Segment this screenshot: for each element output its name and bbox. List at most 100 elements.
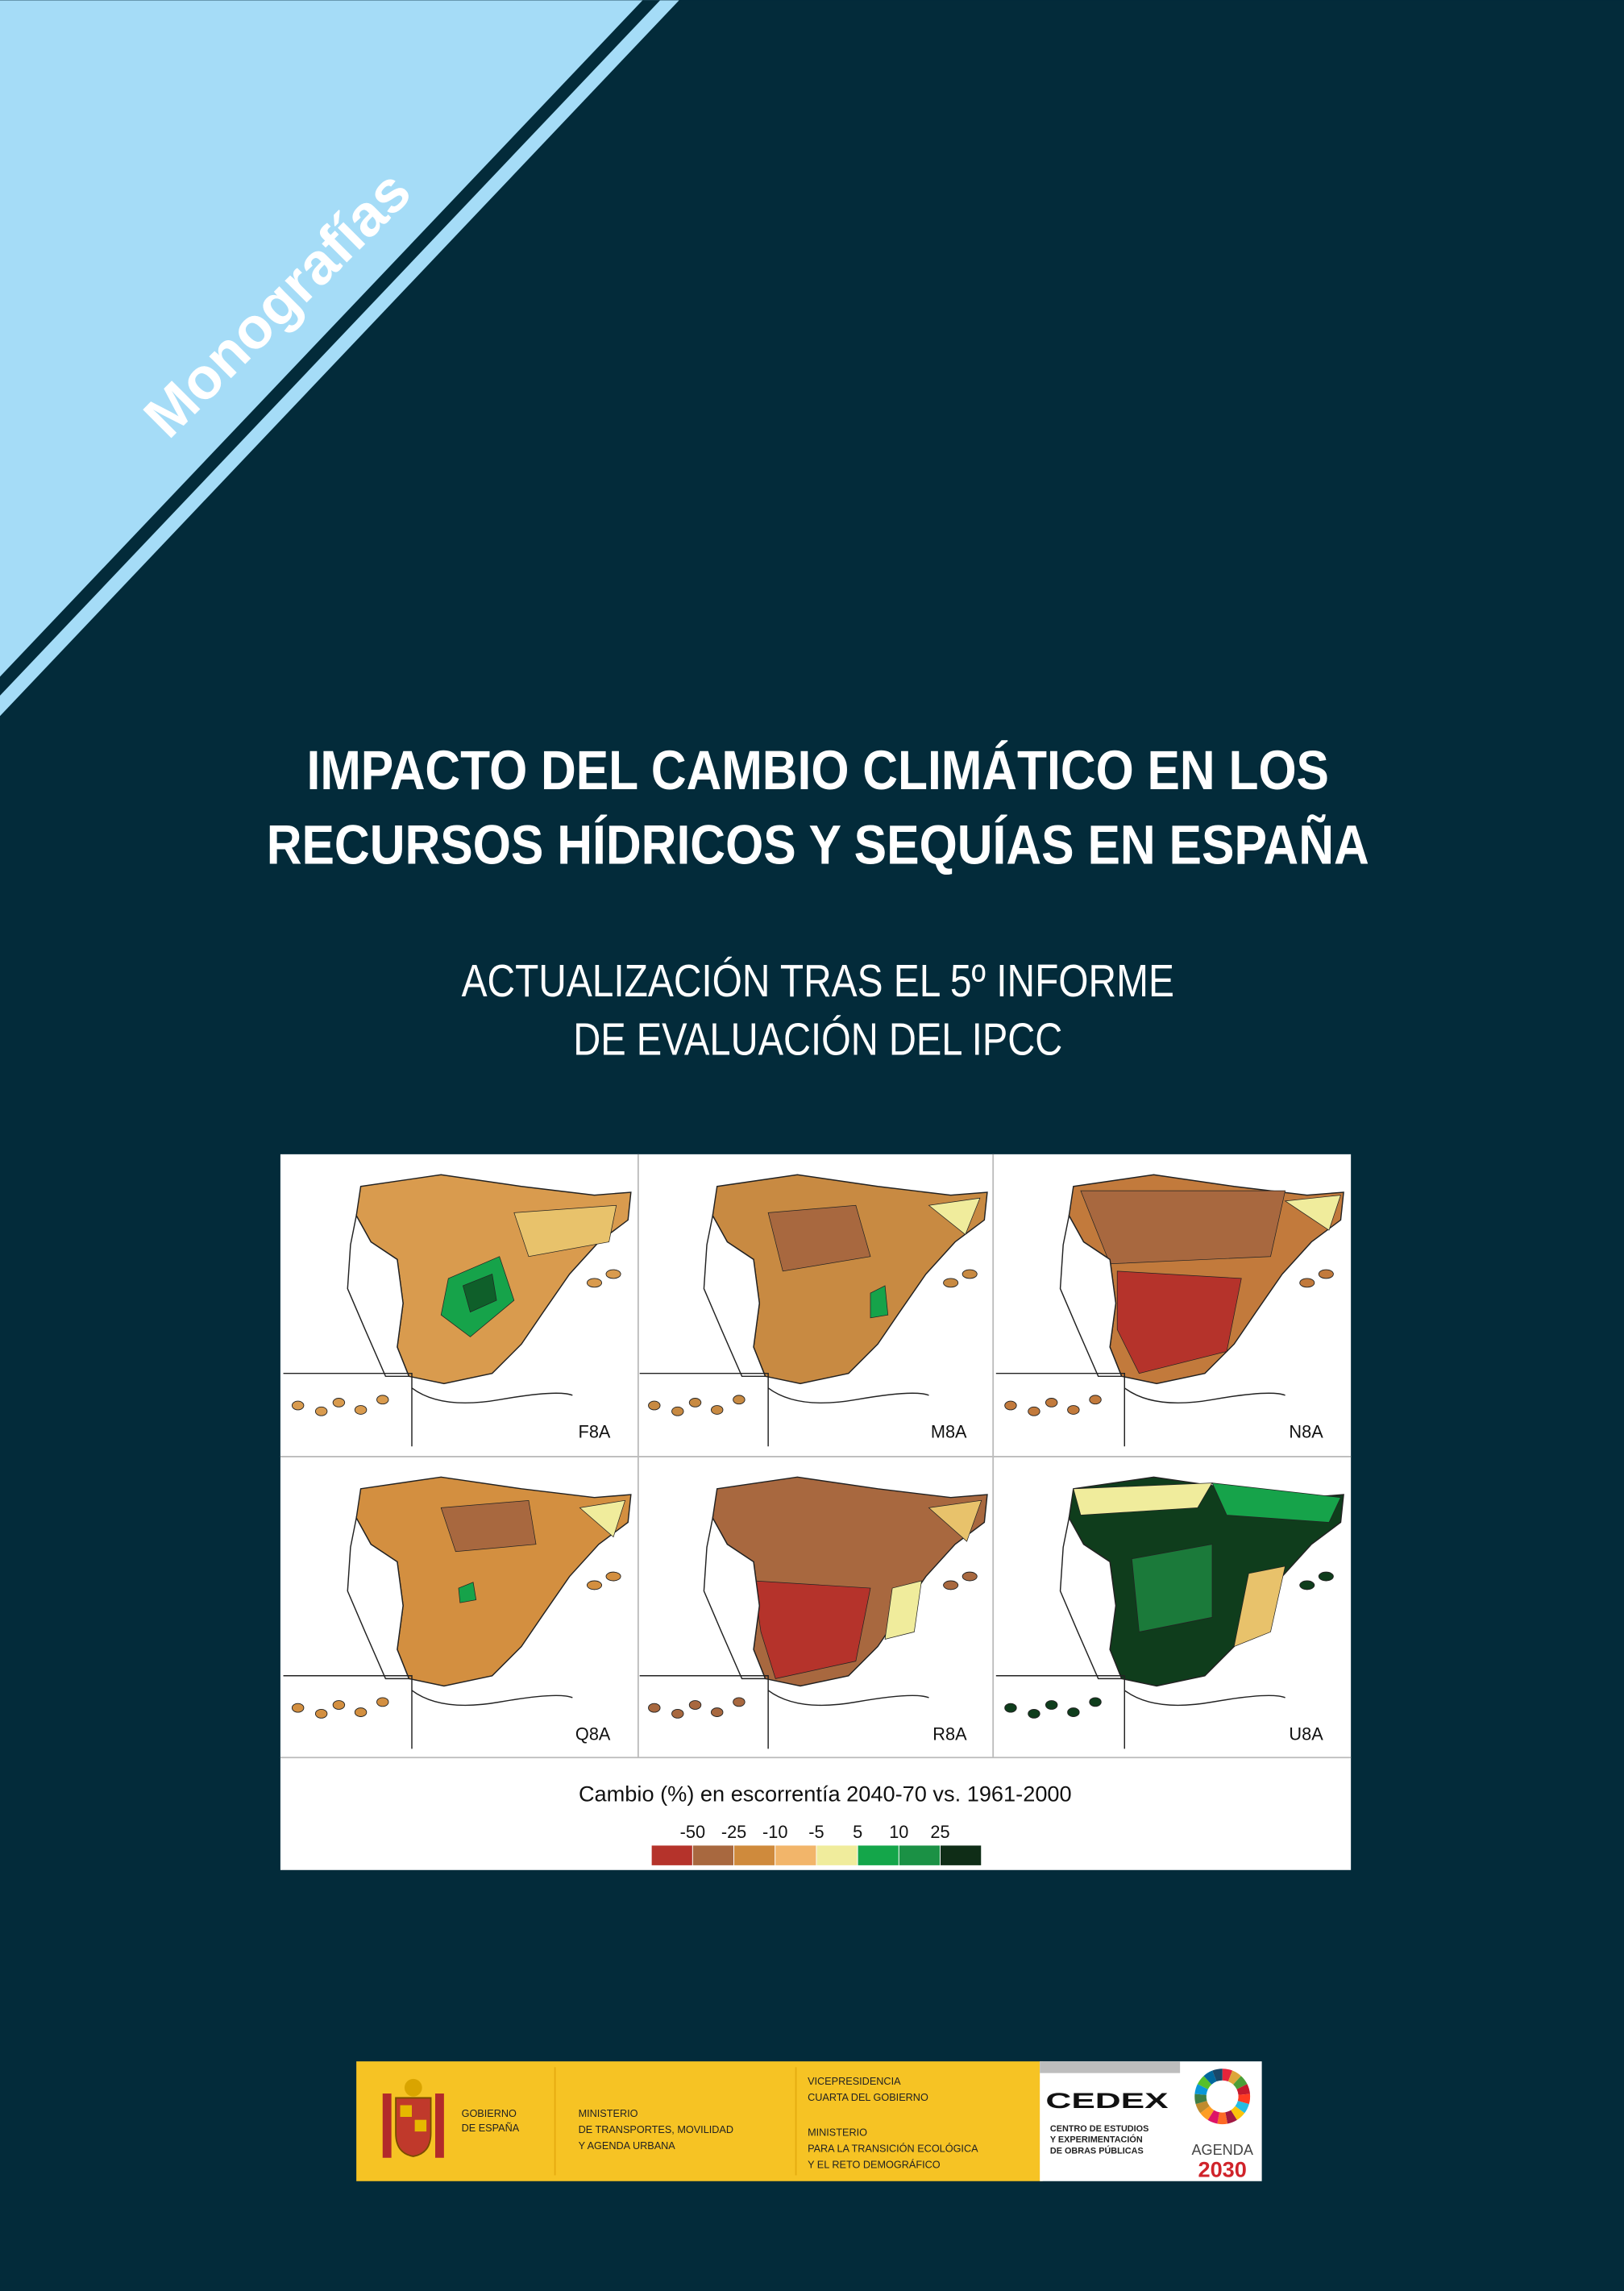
map-island [291, 1703, 305, 1713]
map-island [733, 1697, 746, 1707]
map-panel: M8A [639, 1174, 988, 1447]
map-outline [347, 1516, 410, 1680]
sdg-wheel [1194, 2069, 1251, 2125]
map-island [1299, 1278, 1315, 1288]
wheel-segment [1197, 2076, 1212, 2089]
map-panel: N8A [995, 1174, 1344, 1447]
map-outline [347, 1213, 410, 1378]
legend-tick-label: -25 [721, 1822, 746, 1842]
map-region [1080, 1190, 1286, 1265]
corner-band [0, 0, 679, 717]
corner-stripe [0, 0, 661, 696]
map-coast [411, 1387, 573, 1403]
map-island [1004, 1703, 1017, 1713]
map-region [1233, 1565, 1286, 1648]
wheel-segment [1227, 2070, 1241, 2085]
logo-text: MINISTERIO [579, 2108, 638, 2119]
panel-label: R8A [932, 1724, 967, 1744]
map-coast [1124, 1690, 1285, 1707]
map-region [462, 1273, 497, 1313]
logo-background [356, 2061, 1043, 2181]
map-island [354, 1707, 368, 1717]
agenda-year: 2030 [1198, 2156, 1246, 2181]
wheel-segment [1194, 2084, 1208, 2095]
map-island [605, 1269, 621, 1279]
wheel-segment [1203, 2070, 1217, 2085]
legend-swatch [692, 1844, 735, 1866]
map-inset-frame [995, 1675, 1126, 1749]
map-island [1067, 1707, 1080, 1717]
figure-caption: Cambio (%) en escorrentía 2040-70 vs. 19… [579, 1782, 1072, 1807]
map-island [943, 1580, 959, 1590]
map-coast [767, 1690, 929, 1707]
map-inset-frame [639, 1675, 769, 1749]
map-island [376, 1697, 389, 1707]
panel-label: M8A [931, 1421, 967, 1441]
legend-tick-label: -10 [762, 1822, 787, 1842]
map-region [928, 1499, 982, 1542]
map-island [1028, 1708, 1040, 1719]
logo-text: Y AGENDA URBANA [579, 2140, 676, 2152]
legend-swatch [940, 1844, 982, 1866]
map-island [648, 1400, 661, 1411]
wheel-segment [1237, 2094, 1251, 2105]
map-island [671, 1406, 684, 1416]
map-island [733, 1395, 746, 1405]
legend-tick-label: -5 [808, 1822, 824, 1842]
map-island [314, 1406, 328, 1416]
map-region [1073, 1482, 1213, 1516]
map-region [870, 1285, 889, 1319]
map-coast [1124, 1387, 1285, 1403]
map-island [1067, 1405, 1080, 1415]
map-region [1284, 1195, 1341, 1231]
title-line: RECURSOS HÍDRICOS Y SEQUÍAS EN ESPAÑA [267, 813, 1369, 875]
logo-text: PARA LA TRANSICIÓN ECOLÓGICA [808, 2143, 978, 2155]
map-region [753, 1580, 871, 1679]
map-island [605, 1571, 621, 1582]
map-island [1045, 1398, 1058, 1407]
legend-tick-label: 10 [889, 1822, 908, 1842]
map-region [513, 1204, 617, 1258]
legend-swatch [650, 1844, 693, 1866]
map-region [1211, 1482, 1342, 1523]
map-island [376, 1395, 389, 1405]
subtitle-line: ACTUALIZACIÓN TRAS EL 5º INFORME [462, 955, 1174, 1006]
map-island [586, 1278, 603, 1288]
logo-text: Y EXPERIMENTACIÓN [1050, 2135, 1143, 2145]
map-island [688, 1700, 702, 1710]
logo-text: DE OBRAS PÚBLICAS [1050, 2145, 1144, 2156]
wheel-segment [1194, 2094, 1207, 2105]
map-island [1318, 1571, 1334, 1582]
legend-swatch [898, 1844, 941, 1866]
wheel-segment [1212, 2069, 1223, 2082]
map-island [1045, 1700, 1058, 1710]
logo-text: Y EL RETO DEMOGRÁFICO [808, 2158, 941, 2170]
map-panel: U8A [995, 1476, 1344, 1749]
legend-swatch [857, 1844, 899, 1866]
map-island [711, 1405, 724, 1415]
panel-label: F8A [579, 1421, 611, 1441]
map-panel: F8A [283, 1174, 632, 1447]
wheel-segment [1195, 2101, 1210, 2114]
map-region [1131, 1544, 1213, 1632]
map-island [962, 1571, 978, 1582]
wheel-segment [1200, 2106, 1215, 2120]
map-inset-frame [283, 1372, 413, 1447]
map-panel: R8A [639, 1476, 988, 1749]
logo-text: DE TRANSPORTES, MOVILIDAD [579, 2124, 733, 2135]
map-island [1089, 1395, 1102, 1405]
map-island [688, 1398, 702, 1407]
map-coast [767, 1387, 929, 1403]
map-region [579, 1499, 626, 1538]
wheel-segment [1222, 2069, 1233, 2082]
map-island [671, 1708, 684, 1719]
title-line: IMPACTO DEL CAMBIO CLIMÁTICO EN LOS [307, 739, 1329, 801]
panel-label: Q8A [575, 1724, 611, 1744]
map-outline [1059, 1516, 1123, 1680]
map-panel: Q8A [283, 1476, 632, 1749]
legend-tick-label: 25 [930, 1822, 949, 1842]
legend-swatch [775, 1844, 817, 1866]
map-island [962, 1269, 978, 1279]
